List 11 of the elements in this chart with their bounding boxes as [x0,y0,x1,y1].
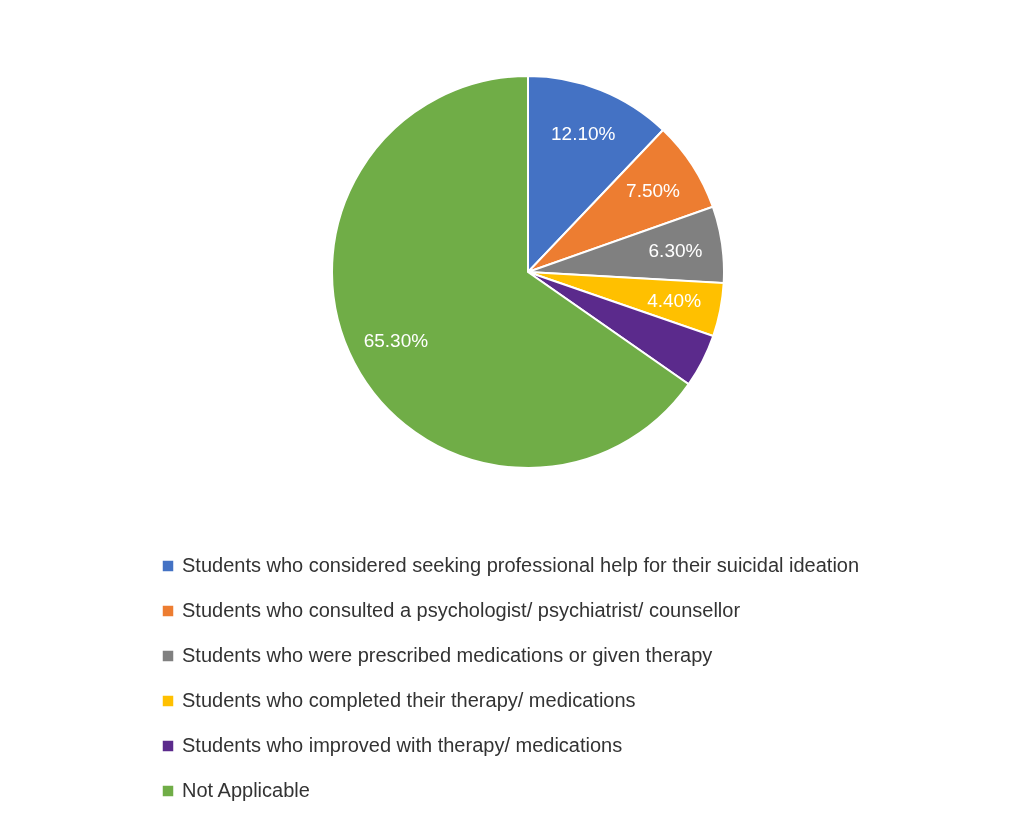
data-label: 6.30% [648,240,703,262]
legend-label: Students who were prescribed medications or given therapy [182,644,713,666]
legend-label: Students who considered seeking professional help for their suicidal ideation [182,554,860,576]
legend-label: Students who completed their therapy/ medications [182,689,636,711]
legend-label: Students who consulted a psychologist/ psychiatrist/ counsellor [182,599,741,621]
data-label: 4.40% [647,289,702,311]
legend-label: Not Applicable [182,779,310,801]
data-label: 65.30% [363,329,429,351]
data-label: 7.50% [626,180,681,201]
legend-label: Students who improved with therapy/ medications [182,734,623,756]
data-label: 12.10% [551,122,616,144]
